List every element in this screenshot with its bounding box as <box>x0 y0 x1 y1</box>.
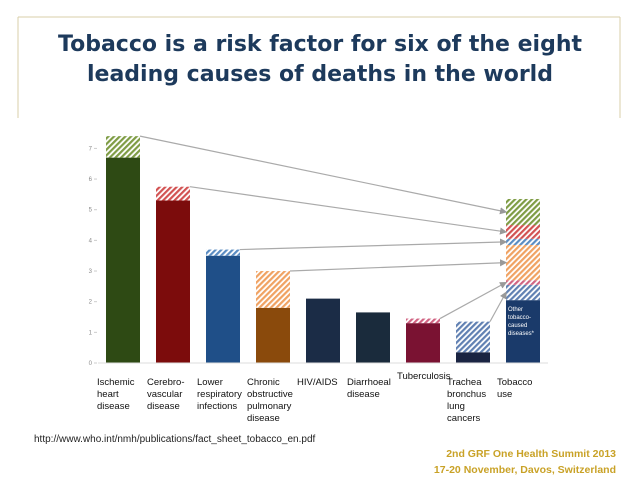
x-tick-label: Diarrhoeal disease <box>347 377 391 400</box>
stack-segment <box>506 225 540 239</box>
bar <box>406 323 440 363</box>
hatched-bar-segment <box>106 136 140 158</box>
x-tick-label: Cerebro-vascular disease <box>147 377 185 412</box>
stack-note: Other tobacco-caused diseases* <box>508 307 535 338</box>
bar <box>206 255 240 363</box>
bar <box>356 312 390 363</box>
y-tick-label: 5 <box>89 208 93 214</box>
arrow <box>239 238 508 251</box>
arrow <box>489 291 507 322</box>
y-tick-label: 4 <box>89 238 93 244</box>
x-tick-label: Chronic obstructive pulmonary disease <box>247 377 293 424</box>
y-tick-label: 3 <box>89 269 93 275</box>
hatched-bar-segment <box>406 318 440 324</box>
stack-segment <box>506 284 540 301</box>
hatched-bar-segment <box>206 249 240 256</box>
bar <box>256 307 290 363</box>
y-tick-label: 6 <box>89 177 93 183</box>
y-tick-label: 2 <box>89 300 93 306</box>
slide-title: Tobacco is a risk factor for six of the … <box>58 32 582 87</box>
x-tick-label: Lower respiratory infections <box>197 377 242 412</box>
x-tick-label: HIV/AIDS <box>297 377 338 388</box>
stack-segment <box>506 300 540 363</box>
source-url: http://www.who.int/nmh/publications/fact… <box>34 434 316 445</box>
hatched-bar-segment <box>156 186 190 201</box>
stack-segment <box>506 244 540 281</box>
footer-line: 17-20 November, Davos, Switzerland <box>433 464 616 476</box>
bar <box>106 157 140 363</box>
y-tick-label: 7 <box>89 146 93 152</box>
hatched-bar-segment <box>456 321 490 353</box>
y-tick-label: 0 <box>89 361 93 367</box>
bar <box>156 200 190 363</box>
x-tick-label: Tobacco use <box>497 377 533 400</box>
bar <box>306 298 340 363</box>
footer-line: 2nd GRF One Health Summit 2013 <box>446 448 616 460</box>
arrow <box>189 186 508 235</box>
stack-segment <box>506 238 540 245</box>
y-tick-label: 1 <box>89 330 93 336</box>
bar <box>456 352 490 363</box>
arrow <box>439 281 508 320</box>
x-tick-label: Ischemic heart disease <box>97 377 135 412</box>
x-tick-label: Tuberculosis <box>397 371 451 382</box>
x-tick-label: Trachea bronchus lung cancers <box>447 377 487 424</box>
stack-segment <box>506 280 540 285</box>
hatched-bar-segment <box>256 271 290 308</box>
arrow <box>139 135 508 215</box>
arrow <box>289 259 508 272</box>
stack-segment <box>506 198 540 226</box>
